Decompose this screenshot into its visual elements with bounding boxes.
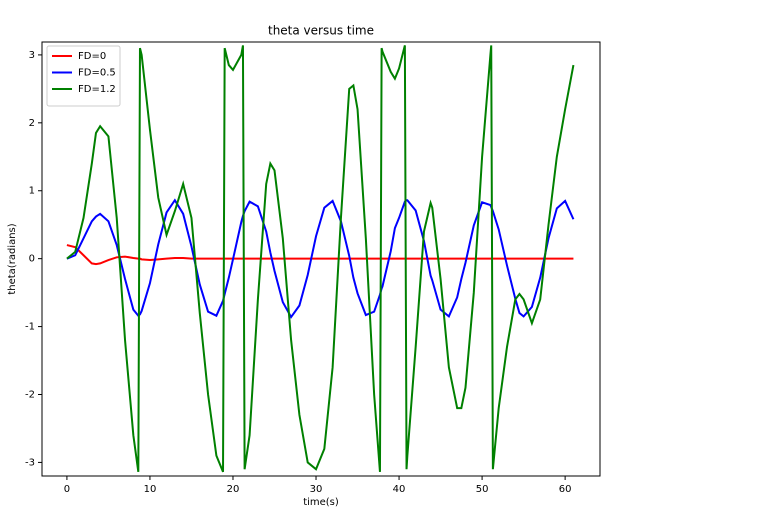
data-line	[66, 244, 574, 266]
data-line	[66, 198, 575, 319]
y-tick-label: -2	[25, 389, 35, 400]
y-tick-label: 2	[29, 118, 35, 129]
legend-box	[46, 45, 121, 107]
x-tick-label: 50	[476, 484, 489, 495]
plot-frame	[41, 41, 601, 477]
y-tick-label: 1	[29, 186, 35, 197]
y-tick-label: -1	[25, 322, 35, 333]
x-tick-label: 20	[227, 484, 240, 495]
chart-title: theta versus time	[268, 24, 374, 38]
data-line	[66, 45, 575, 473]
x-tick-label: 40	[393, 484, 406, 495]
x-tick-label: 30	[310, 484, 323, 495]
legend-label: FD=0.5	[78, 68, 116, 79]
legend-label: FD=1.2	[78, 84, 116, 95]
y-tick-label: 0	[29, 254, 35, 265]
x-tick-label: 0	[64, 484, 70, 495]
x-tick-label: 10	[144, 484, 157, 495]
y-axis-label: theta(radians)	[7, 223, 18, 294]
y-tick-label: 3	[29, 50, 35, 61]
y-tick-label: -3	[25, 457, 35, 468]
x-tick-label: 60	[559, 484, 572, 495]
x-axis-label: time(s)	[303, 497, 339, 508]
legend-label: FD=0	[78, 51, 106, 62]
